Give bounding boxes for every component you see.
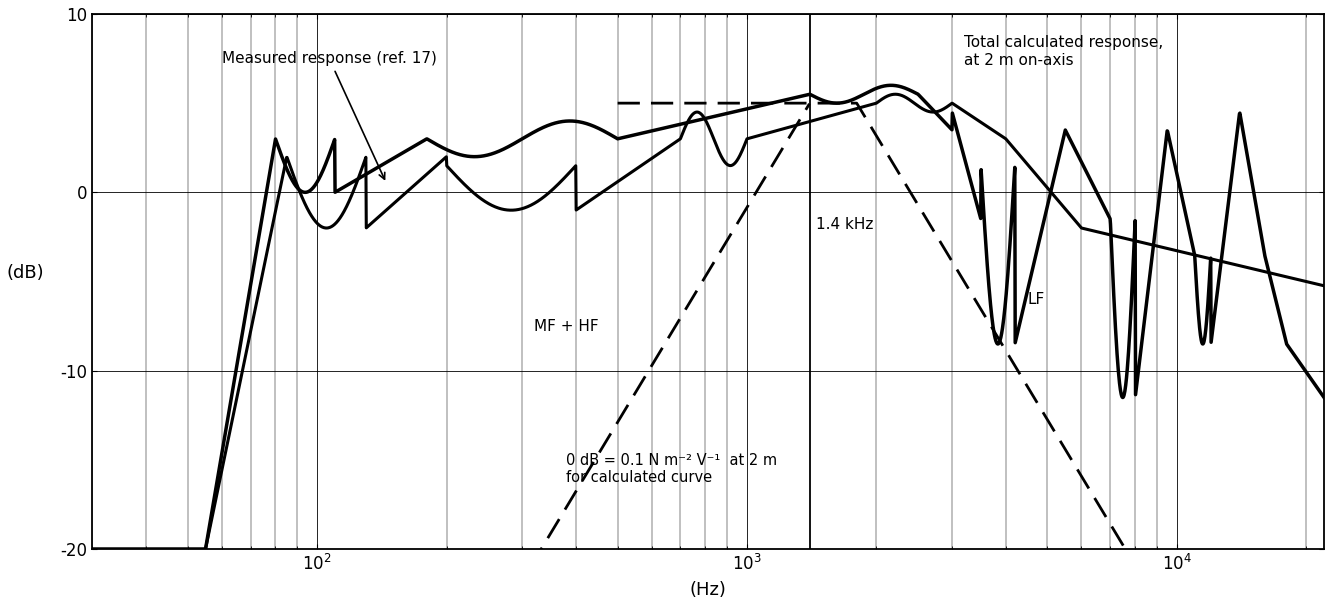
Text: Measured response (ref. 17): Measured response (ref. 17) bbox=[222, 51, 437, 179]
Text: Total calculated response,
at 2 m on-axis: Total calculated response, at 2 m on-axi… bbox=[964, 35, 1163, 68]
Y-axis label: (dB): (dB) bbox=[7, 264, 44, 282]
Text: 0 dB = 0.1 N m⁻² V⁻¹  at 2 m
for calculated curve: 0 dB = 0.1 N m⁻² V⁻¹ at 2 m for calculat… bbox=[567, 453, 777, 485]
X-axis label: (Hz): (Hz) bbox=[689, 581, 727, 599]
Text: 1.4 kHz: 1.4 kHz bbox=[816, 217, 873, 232]
Text: LF: LF bbox=[1028, 292, 1045, 307]
Text: MF + HF: MF + HF bbox=[534, 319, 599, 334]
